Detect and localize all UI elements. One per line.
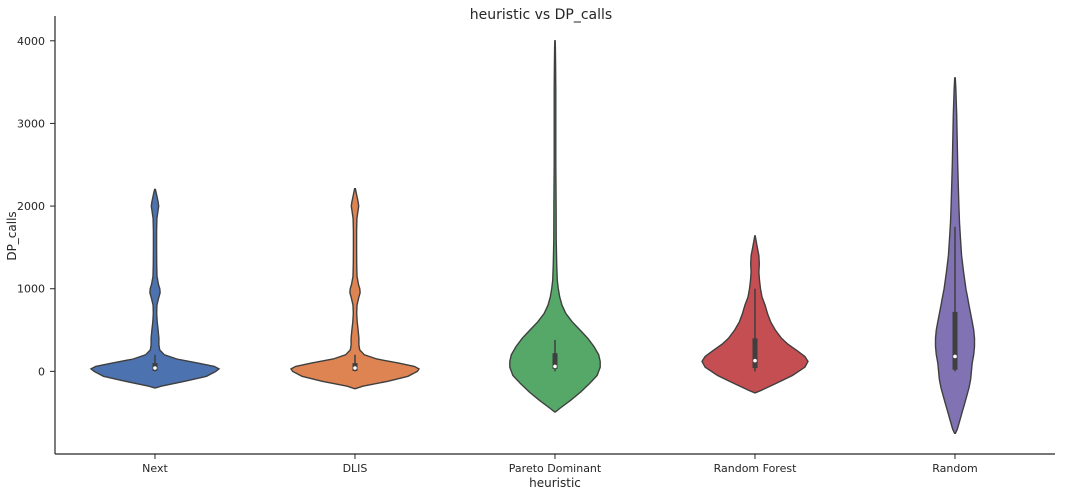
violin-group <box>290 188 420 390</box>
x-tick-label: Random Forest <box>714 462 797 475</box>
y-tick-label: 1000 <box>17 283 45 296</box>
violin-group <box>934 77 976 434</box>
violin-group <box>509 40 601 413</box>
y-axis: 0 1000 2000 3000 4000 <box>17 16 56 454</box>
chart-title: heuristic vs DP_calls <box>470 7 612 23</box>
violin-group <box>701 235 809 394</box>
x-tick-label: Next <box>142 462 168 475</box>
x-axis: Next DLIS Pareto Dominant Random Forest Rand… <box>55 453 1055 475</box>
violin-body <box>290 188 420 390</box>
x-tick-label: Random <box>932 462 978 475</box>
violin-median <box>553 364 557 369</box>
x-tick-label: Pareto Dominant <box>509 462 602 475</box>
y-tick-label: 0 <box>38 365 45 378</box>
y-tick-label: 3000 <box>17 117 45 130</box>
y-tick-label: 2000 <box>17 200 45 213</box>
violin-median <box>753 358 757 363</box>
violin-median <box>953 354 957 359</box>
violin-body <box>89 188 221 389</box>
x-tick-label: DLIS <box>343 462 368 475</box>
y-tick-label: 4000 <box>17 35 45 48</box>
violin-median <box>153 366 157 370</box>
violin-group <box>89 188 221 389</box>
violin-median <box>353 366 357 370</box>
y-axis-title: DP_calls <box>5 211 19 260</box>
violin-body <box>509 40 601 413</box>
x-axis-title: heuristic <box>529 476 581 490</box>
violin-layer <box>89 40 976 434</box>
